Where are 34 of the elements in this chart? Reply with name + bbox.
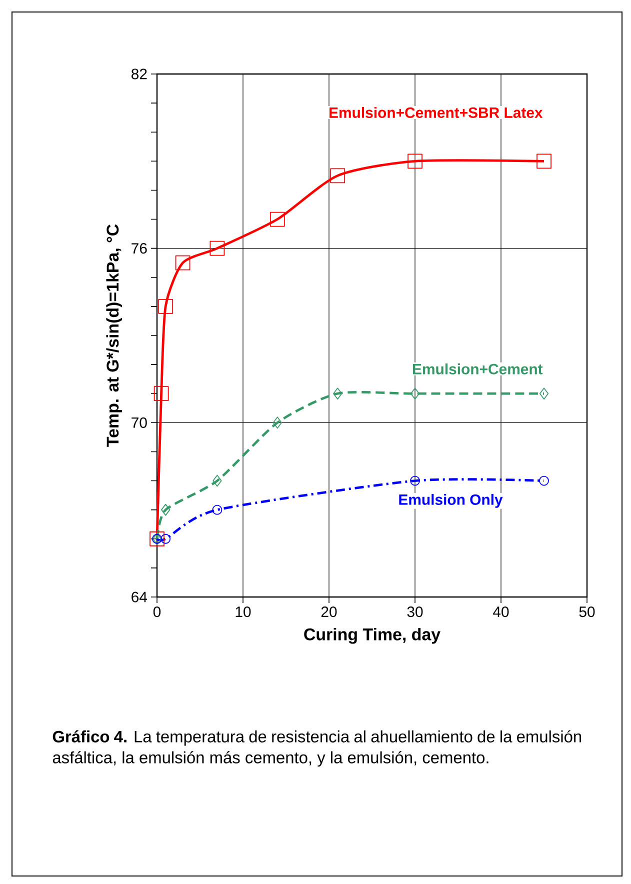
text: Gráfico 4. La temperatura de resistencia al ahuellamiento de la emulsión asfáltica, la emulsión más cemento, y la emulsión, cemento. bbox=[52, 730, 582, 767]
y-tick-label: 82 bbox=[132, 68, 147, 80]
series-label: Emulsion+Cement bbox=[413, 363, 543, 374]
point bbox=[330, 168, 346, 184]
x-tick-label: 30 bbox=[407, 606, 423, 618]
point bbox=[333, 388, 342, 400]
y-tick-label: 70 bbox=[132, 417, 147, 428]
point bbox=[160, 534, 171, 544]
point bbox=[539, 476, 549, 486]
point bbox=[212, 504, 222, 515]
x-tick-label: 40 bbox=[493, 606, 509, 618]
point bbox=[210, 240, 225, 256]
point bbox=[161, 504, 170, 516]
point bbox=[154, 386, 169, 402]
x-tick-label: 50 bbox=[579, 606, 595, 618]
point bbox=[158, 298, 174, 314]
x-tick-label: 20 bbox=[321, 606, 337, 618]
point bbox=[212, 474, 222, 487]
y-tick-label: 76 bbox=[132, 243, 147, 254]
point bbox=[272, 416, 282, 429]
point bbox=[408, 154, 422, 169]
point bbox=[175, 255, 190, 270]
x-tick-label: 0 bbox=[153, 606, 161, 618]
point bbox=[539, 388, 549, 400]
y-tick-label: 64 bbox=[132, 592, 148, 602]
point bbox=[536, 154, 552, 169]
series-label: Emulsion Only bbox=[399, 494, 503, 508]
point bbox=[270, 212, 285, 227]
y-axis-title: Temp. at G*/sin(d)=1kPa, °C bbox=[106, 224, 122, 447]
x-tick-label: 10 bbox=[236, 606, 251, 618]
point bbox=[410, 388, 420, 400]
x-axis-title: Curing Time, day bbox=[304, 628, 440, 644]
point bbox=[410, 476, 420, 486]
text: Emulsion+Cement+SBR Latex bbox=[330, 106, 543, 118]
